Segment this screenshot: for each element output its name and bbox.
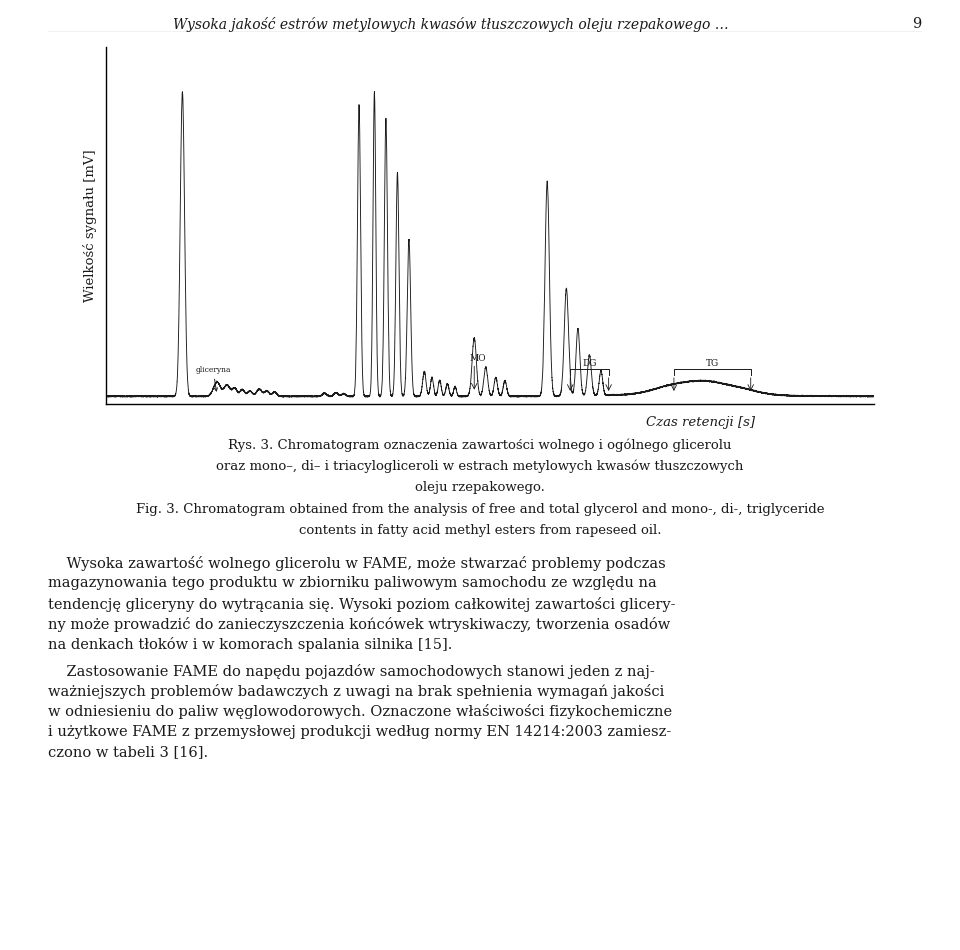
Text: oraz mono–, di– i triacylogliceroli w estrach metylowych kwasów tłuszczowych: oraz mono–, di– i triacylogliceroli w es…: [216, 460, 744, 473]
Text: ważniejszych problemów badawczych z uwagi na brak spełnienia wymagań jakości: ważniejszych problemów badawczych z uwag…: [48, 684, 664, 699]
Text: DG: DG: [582, 359, 597, 368]
Text: magazynowania tego produktu w zbiorniku paliwowym samochodu ze względu na: magazynowania tego produktu w zbiorniku …: [48, 576, 657, 590]
Text: czono w tabeli 3 [16].: czono w tabeli 3 [16].: [48, 745, 208, 759]
Text: Fig. 3. Chromatogram obtained from the analysis of free and total glycerol and m: Fig. 3. Chromatogram obtained from the a…: [135, 504, 825, 517]
Text: Rys. 3. Chromatogram oznaczenia zawartości wolnego i ogólnego glicerolu: Rys. 3. Chromatogram oznaczenia zawartoś…: [228, 439, 732, 452]
Text: gliceryna: gliceryna: [196, 366, 230, 391]
Text: tendencję gliceryny do wytrącania się. Wysoki poziom całkowitej zawartości glice: tendencję gliceryny do wytrącania się. W…: [48, 597, 676, 612]
Text: i użytkowe FAME z przemysłowej produkcji według normy EN 14214:2003 zamiesz-: i użytkowe FAME z przemysłowej produkcji…: [48, 725, 671, 739]
Text: w odniesieniu do paliw węglowodorowych. Oznaczone właściwości fizykochemiczne: w odniesieniu do paliw węglowodorowych. …: [48, 705, 672, 719]
Text: ny może prowadzić do zanieczyszczenia końcówek wtryskiwaczy, tworzenia osadów: ny może prowadzić do zanieczyszczenia ko…: [48, 618, 670, 632]
Text: Zastosowanie FAME do napędu pojazdów samochodowych stanowi jeden z naj-: Zastosowanie FAME do napędu pojazdów sam…: [48, 663, 655, 678]
Text: MO: MO: [469, 354, 487, 363]
Text: Czas retencji [s]: Czas retencji [s]: [646, 416, 756, 429]
Text: 9: 9: [912, 17, 922, 31]
Text: Wysoka jakość estrów metylowych kwasów tłuszczowych oleju rzepakowego …: Wysoka jakość estrów metylowych kwasów t…: [174, 17, 729, 32]
Text: oleju rzepakowego.: oleju rzepakowego.: [415, 481, 545, 494]
Text: TG: TG: [706, 359, 719, 368]
Text: na denkach tłoków i w komorach spalania silnika [15].: na denkach tłoków i w komorach spalania …: [48, 637, 452, 653]
Text: Wysoka zawartość wolnego glicerolu w FAME, może stwarzać problemy podczas: Wysoka zawartość wolnego glicerolu w FAM…: [48, 556, 665, 571]
Y-axis label: Wielkość sygnału [mV]: Wielkość sygnału [mV]: [84, 149, 97, 302]
Text: contents in fatty acid methyl esters from rapeseed oil.: contents in fatty acid methyl esters fro…: [299, 524, 661, 538]
